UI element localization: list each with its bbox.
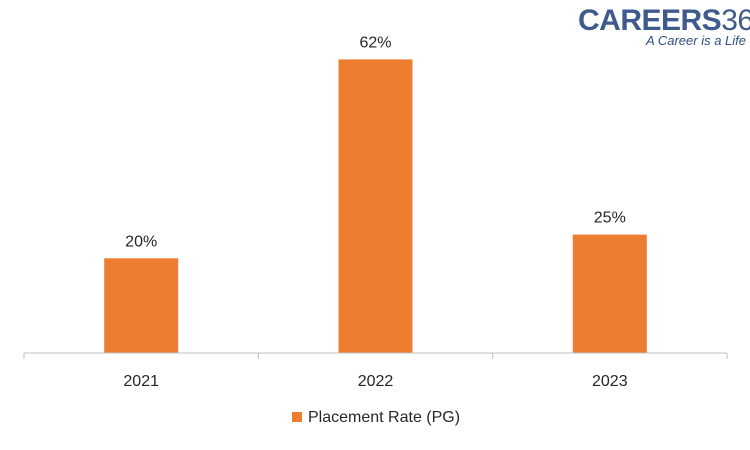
x-tick-label-2022: 2022 [358, 373, 394, 390]
logo-brand-text: CAREERS [578, 4, 721, 37]
careers360-logo: CAREERS360 A Career is a Life [578, 4, 750, 48]
svg-text:CAREERS360: CAREERS360 [578, 4, 750, 37]
x-tick-label-2023: 2023 [592, 373, 628, 390]
x-tick-label-2021: 2021 [123, 373, 159, 390]
bar-2021 [104, 258, 179, 353]
data-labels-group: 20% 62% 25% [125, 34, 626, 250]
data-label-2021: 20% [125, 233, 157, 250]
x-axis [23, 352, 728, 359]
legend-swatch [292, 412, 302, 422]
logo-brand-number: 360 [721, 4, 750, 37]
legend-label: Placement Rate (PG) [308, 409, 460, 426]
bar-2023 [572, 234, 647, 353]
logo-tagline: A Career is a Life [645, 33, 746, 48]
legend: Placement Rate (PG) [292, 409, 460, 426]
data-label-2022: 62% [359, 34, 391, 51]
bars-group [104, 59, 647, 354]
x-tick-labels: 2021 2022 2023 [123, 373, 627, 390]
bar-2022 [338, 59, 413, 354]
data-label-2023: 25% [594, 210, 626, 227]
